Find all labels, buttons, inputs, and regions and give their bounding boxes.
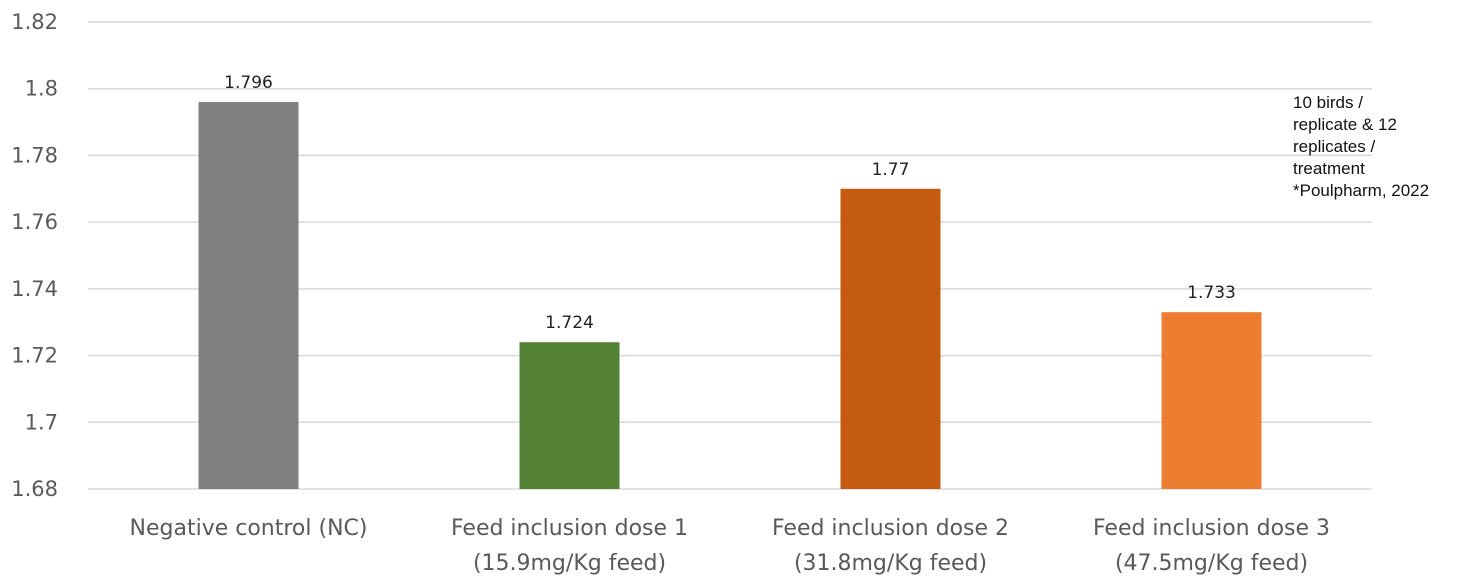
- y-tick-label: 1.68: [11, 477, 58, 501]
- y-tick-label: 1.8: [25, 77, 58, 101]
- bar: [1161, 312, 1262, 489]
- category-label: (31.8mg/Kg feed): [794, 551, 987, 576]
- data-label: 1.733: [1187, 283, 1236, 303]
- category-label: Feed inclusion dose 1: [451, 516, 688, 541]
- y-tick-label: 1.76: [11, 210, 58, 234]
- y-tick-label: 1.78: [11, 143, 58, 167]
- category-label: (15.9mg/Kg feed): [473, 551, 666, 576]
- category-label: Feed inclusion dose 3: [1093, 516, 1330, 541]
- category-label: Feed inclusion dose 2: [772, 516, 1009, 541]
- bar: [840, 188, 941, 490]
- x-axis-categories: Negative control (NC) Feed inclusion dose…: [130, 516, 1331, 576]
- y-tick-label: 1.74: [11, 277, 58, 301]
- annotation-line: replicate & 12: [1293, 115, 1397, 134]
- annotation-line: *Poulpharm, 2022: [1293, 181, 1430, 200]
- annotation-line: treatment: [1293, 159, 1365, 178]
- data-label: 1.77: [872, 160, 910, 180]
- bar: [519, 342, 620, 489]
- category-label: Negative control (NC): [130, 516, 368, 541]
- gridlines: [88, 21, 1372, 490]
- study-annotation: 10 birds / replicate & 12 replicates / t…: [1293, 92, 1461, 202]
- y-tick-label: 1.7: [25, 410, 58, 434]
- annotation-line: replicates /: [1293, 137, 1376, 156]
- category-label: (47.5mg/Kg feed): [1115, 551, 1308, 576]
- data-label: 1.796: [224, 73, 273, 93]
- y-tick-label: 1.82: [11, 10, 58, 34]
- y-axis-ticks: 1.68 1.7 1.72 1.74 1.76 1.78 1.8 1.82: [11, 10, 58, 501]
- y-tick-label: 1.72: [11, 344, 58, 368]
- data-labels: 1.796 1.724 1.77 1.733: [224, 73, 1236, 333]
- bars: [198, 102, 1262, 490]
- bar: [198, 102, 299, 490]
- annotation-line: 10 birds /: [1293, 93, 1363, 112]
- data-label: 1.724: [545, 313, 594, 333]
